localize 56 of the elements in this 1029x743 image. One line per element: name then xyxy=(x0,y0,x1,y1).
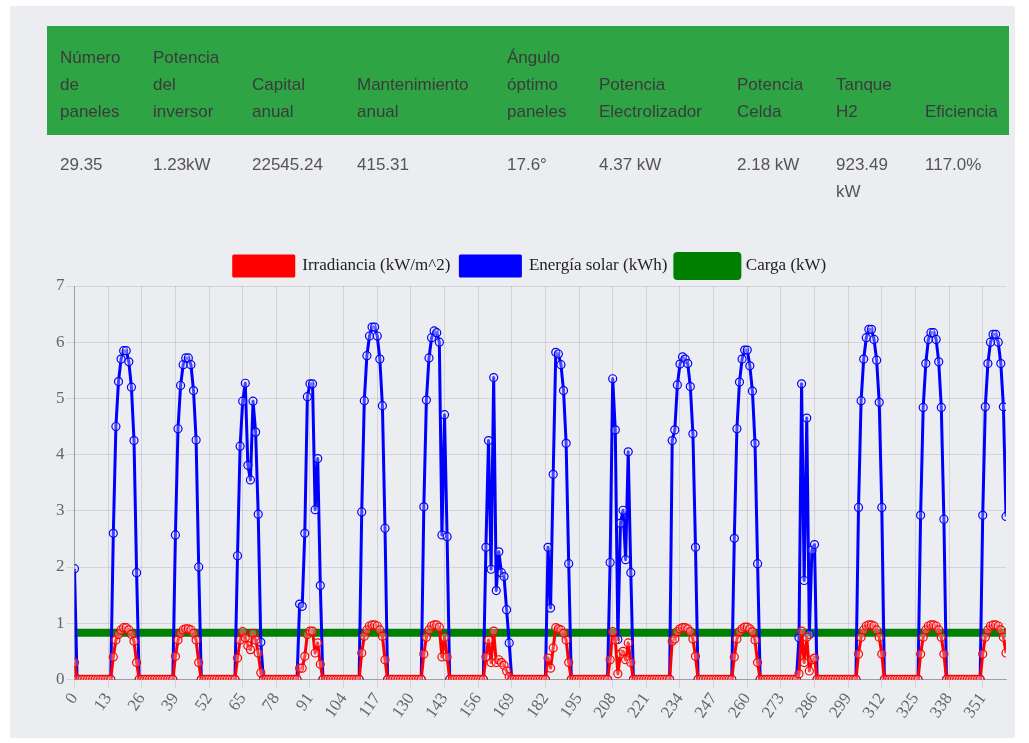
x-tick-label: 104 xyxy=(320,688,351,721)
text: 17.6° xyxy=(507,155,547,174)
y-tick-label: 3 xyxy=(56,500,65,520)
y-tick-label: 1 xyxy=(56,612,65,632)
x-tick-label: 260 xyxy=(724,689,755,721)
x-tick-label: 169 xyxy=(488,689,519,721)
x-tick-label: 130 xyxy=(387,689,418,721)
x-tick-label: 299 xyxy=(824,689,856,721)
x-tick-label: 182 xyxy=(522,689,553,721)
category-label: Ángulo óptimo paneles xyxy=(494,26,586,135)
x-tick-label: 312 xyxy=(858,689,889,721)
category-label: Tanque H2 xyxy=(823,26,912,135)
x-tick-label: 65 xyxy=(224,689,250,715)
text: 1.23kW xyxy=(153,155,211,174)
x-tick-label: 117 xyxy=(354,689,385,721)
text: 2.18 kW xyxy=(737,155,800,174)
legend-label: Energía solar (kWh) xyxy=(528,255,668,275)
category-label: Mantenimiento anual xyxy=(344,26,494,135)
x-tick-label: 52 xyxy=(190,689,216,715)
x-tick-label: 26 xyxy=(123,689,149,715)
x-tick-label: 78 xyxy=(257,689,284,715)
x-tick-label: 208 xyxy=(589,689,620,721)
category-label: Eficiencia xyxy=(912,26,1009,135)
legend-label: Irradiancia (kW/m^2) xyxy=(302,255,451,275)
x-tick-label: 195 xyxy=(555,689,586,721)
x-tick-label: 234 xyxy=(656,688,688,721)
y-tick-label: 0 xyxy=(56,668,65,688)
x-tick-label: 325 xyxy=(892,689,923,721)
x-tick-label: 156 xyxy=(454,689,486,721)
text: 923.49 kW xyxy=(836,155,888,201)
x-tick-label: 221 xyxy=(623,689,654,721)
x-tick-label: 247 xyxy=(690,689,721,721)
text: 117.0% xyxy=(925,155,982,174)
category-label: Capital anual xyxy=(239,26,344,135)
category-label: Potencia Electrolizador xyxy=(586,26,724,135)
x-tick-label: 338 xyxy=(925,689,957,721)
x-tick-label: 13 xyxy=(89,689,116,715)
category-label: Número de paneles xyxy=(47,26,140,135)
x-tick-label: 351 xyxy=(959,689,990,721)
x-tick-label: 39 xyxy=(157,689,183,715)
x-tick-label: 143 xyxy=(421,689,452,721)
y-tick-label: 5 xyxy=(56,387,65,407)
text: 29.35 xyxy=(60,155,103,174)
y-tick-label: 6 xyxy=(56,331,65,351)
text: 415.31 xyxy=(357,155,409,174)
category-label: Potencia del inversor xyxy=(140,26,239,135)
category-label: Potencia Celda xyxy=(724,26,823,135)
legend-label: Carga (kW) xyxy=(745,255,827,275)
text: 4.37 kW xyxy=(599,155,662,174)
text: 22545.24 xyxy=(252,155,323,174)
x-tick-label: 273 xyxy=(757,689,788,721)
y-tick-label: 4 xyxy=(56,444,65,464)
y-tick-label: 2 xyxy=(56,556,65,576)
x-tick-label: 286 xyxy=(791,689,822,721)
y-tick-label: 7 xyxy=(56,275,65,295)
x-tick-label: 91 xyxy=(291,689,317,715)
